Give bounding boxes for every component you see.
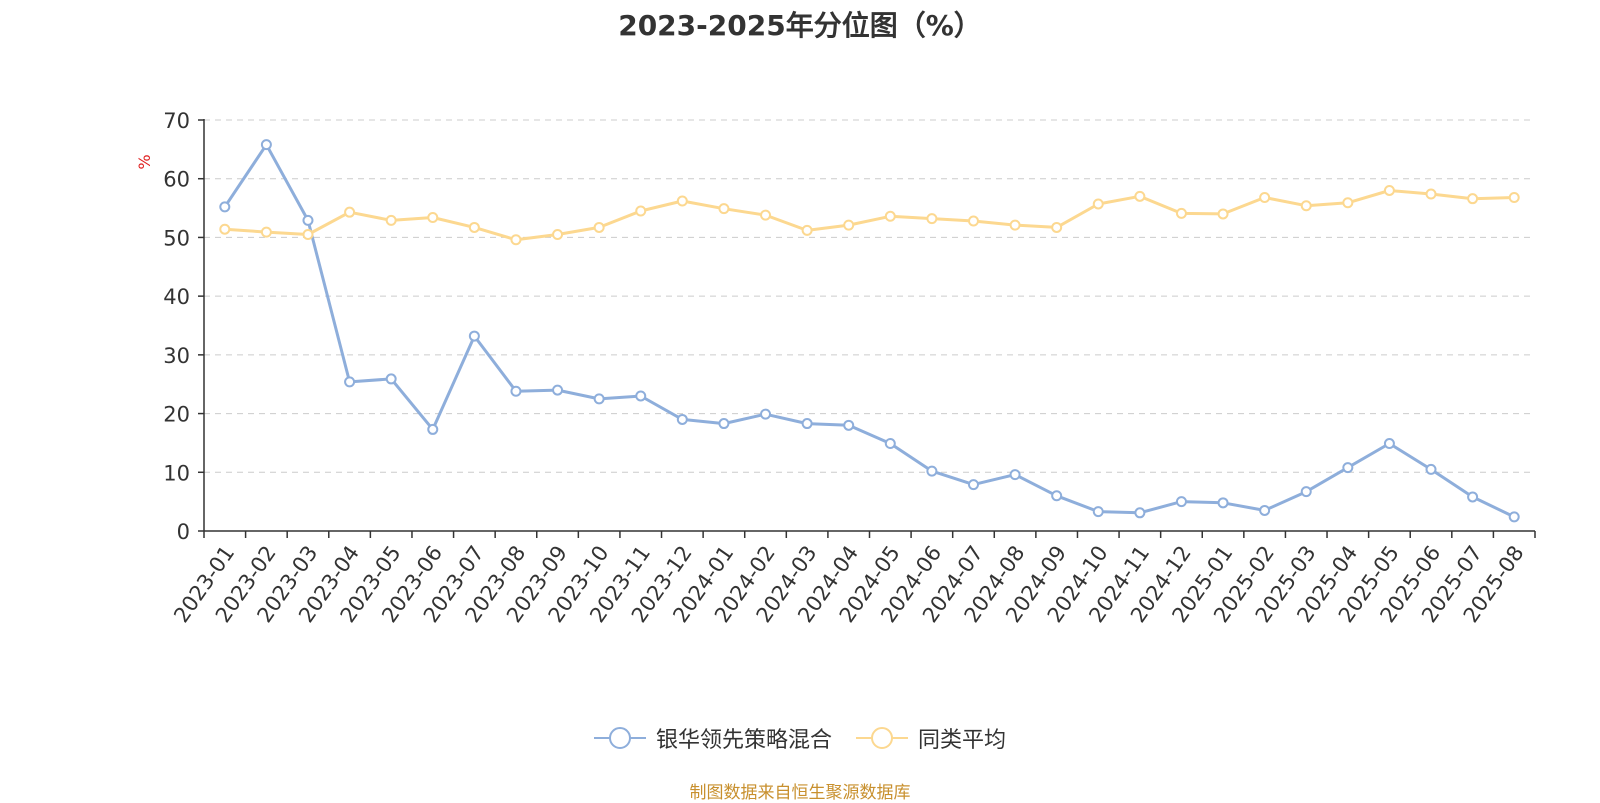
data-point-peer-average (1342, 197, 1354, 209)
data-point-fund (385, 373, 397, 385)
data-point-fund (1009, 469, 1021, 481)
data-point-fund (1342, 462, 1354, 474)
data-point-peer-average (344, 206, 356, 218)
y-tick-label: 20 (163, 403, 190, 427)
data-point-fund (1300, 486, 1312, 498)
data-point-peer-average (260, 226, 272, 238)
data-point-fund (260, 139, 272, 151)
data-point-fund (1175, 496, 1187, 508)
data-point-peer-average (593, 221, 605, 233)
data-point-fund (843, 419, 855, 431)
y-tick-label: 50 (163, 226, 190, 250)
data-point-peer-average (926, 213, 938, 225)
data-point-fund (219, 201, 231, 213)
data-point-peer-average (884, 210, 896, 222)
data-source-note: 制图数据来自恒生聚源数据库 (689, 783, 911, 803)
data-point-fund (593, 393, 605, 405)
y-tick-label: 0 (177, 520, 190, 544)
data-point-peer-average (760, 209, 772, 221)
data-point-fund (635, 390, 647, 402)
data-point-fund (510, 385, 522, 397)
data-point-fund (1051, 490, 1063, 502)
data-point-peer-average (1425, 188, 1437, 200)
data-point-fund (676, 413, 688, 425)
data-point-fund (302, 214, 314, 226)
series-line-peer-average (224, 189, 1515, 242)
legend-swatch-peer-average (856, 727, 908, 749)
data-point-peer-average (1259, 192, 1271, 204)
data-point-peer-average (1217, 208, 1229, 220)
data-point-peer-average (385, 214, 397, 226)
data-point-peer-average (1051, 221, 1063, 233)
data-point-peer-average (219, 223, 231, 235)
legend-item-peer-average[interactable]: 同类平均 (856, 722, 1006, 754)
data-point-peer-average (718, 203, 730, 215)
data-point-peer-average (1092, 198, 1104, 210)
data-point-fund (468, 330, 480, 342)
data-point-fund (718, 418, 730, 430)
chart-title: 2023-2025年分位图（%） (618, 9, 982, 42)
data-point-fund (552, 384, 564, 396)
data-point-fund (760, 408, 772, 420)
data-point-peer-average (843, 219, 855, 231)
y-tick-label: 10 (163, 461, 190, 485)
data-point-fund (967, 479, 979, 491)
data-point-peer-average (1300, 200, 1312, 212)
y-tick-label: 70 (163, 109, 190, 133)
data-point-peer-average (427, 211, 439, 223)
data-point-fund (801, 418, 813, 430)
data-point-fund (884, 438, 896, 450)
data-point-fund (1425, 463, 1437, 475)
data-point-peer-average (801, 224, 813, 236)
line-chart: 010203040506070%2023-012023-022023-03202… (135, 109, 1536, 627)
data-point-peer-average (1508, 192, 1520, 204)
y-tick-label: 30 (163, 344, 190, 368)
legend-label-fund: 银华领先策略混合 (655, 728, 832, 753)
series-line-fund (223, 143, 1515, 519)
data-point-peer-average (967, 215, 979, 227)
y-tick-label: 40 (163, 285, 190, 309)
data-point-fund (1217, 497, 1229, 509)
data-point-fund (1383, 438, 1395, 450)
data-point-fund (427, 423, 439, 435)
chart-legend: 银华领先策略混合 同类平均 (0, 722, 1600, 754)
data-point-peer-average (1467, 193, 1479, 205)
data-point-fund (1134, 507, 1146, 519)
data-point-peer-average (302, 228, 314, 240)
data-point-fund (926, 465, 938, 477)
data-point-fund (344, 376, 356, 388)
data-point-fund (1467, 491, 1479, 503)
data-point-peer-average (1134, 190, 1146, 202)
y-axis-label: % (135, 154, 154, 169)
data-point-peer-average (1175, 207, 1187, 219)
data-point-peer-average (468, 221, 480, 233)
data-point-fund (1508, 511, 1520, 523)
legend-item-fund[interactable]: 银华领先策略混合 (593, 722, 832, 754)
data-point-fund (1259, 504, 1271, 516)
data-point-peer-average (1383, 184, 1395, 196)
legend-swatch-fund (593, 727, 646, 749)
data-point-peer-average (552, 228, 564, 240)
data-point-fund (1092, 506, 1104, 518)
data-point-peer-average (510, 234, 522, 246)
data-point-peer-average (1009, 219, 1021, 231)
data-point-peer-average (635, 205, 647, 217)
data-point-peer-average (676, 195, 688, 207)
legend-label-peer-average: 同类平均 (918, 728, 1007, 753)
y-tick-label: 60 (163, 168, 190, 192)
